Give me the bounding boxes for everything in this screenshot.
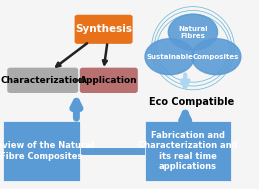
Text: Eco Compatible: Eco Compatible <box>149 97 234 107</box>
Text: Fabrication and
Characterization and
its real time
applications: Fabrication and Characterization and its… <box>138 131 238 171</box>
Circle shape <box>192 39 241 75</box>
FancyBboxPatch shape <box>75 15 133 44</box>
Text: Synthesis: Synthesis <box>75 24 132 34</box>
Circle shape <box>145 39 194 75</box>
FancyBboxPatch shape <box>7 68 78 93</box>
FancyBboxPatch shape <box>80 68 138 93</box>
FancyArrowPatch shape <box>75 79 83 82</box>
FancyBboxPatch shape <box>145 121 231 181</box>
Text: Composites: Composites <box>193 54 240 60</box>
Circle shape <box>168 14 218 50</box>
Text: Sustainable: Sustainable <box>146 54 193 60</box>
Text: Natural
Fibres: Natural Fibres <box>178 26 208 39</box>
FancyArrowPatch shape <box>103 44 107 64</box>
Text: Characterization: Characterization <box>0 76 85 85</box>
FancyArrowPatch shape <box>182 75 189 87</box>
FancyArrowPatch shape <box>182 113 189 121</box>
Text: Application: Application <box>80 76 138 85</box>
FancyArrowPatch shape <box>73 101 80 118</box>
FancyBboxPatch shape <box>3 121 80 181</box>
FancyArrowPatch shape <box>56 43 87 67</box>
Text: Review of the Natural
Fibre Composites: Review of the Natural Fibre Composites <box>0 142 93 161</box>
